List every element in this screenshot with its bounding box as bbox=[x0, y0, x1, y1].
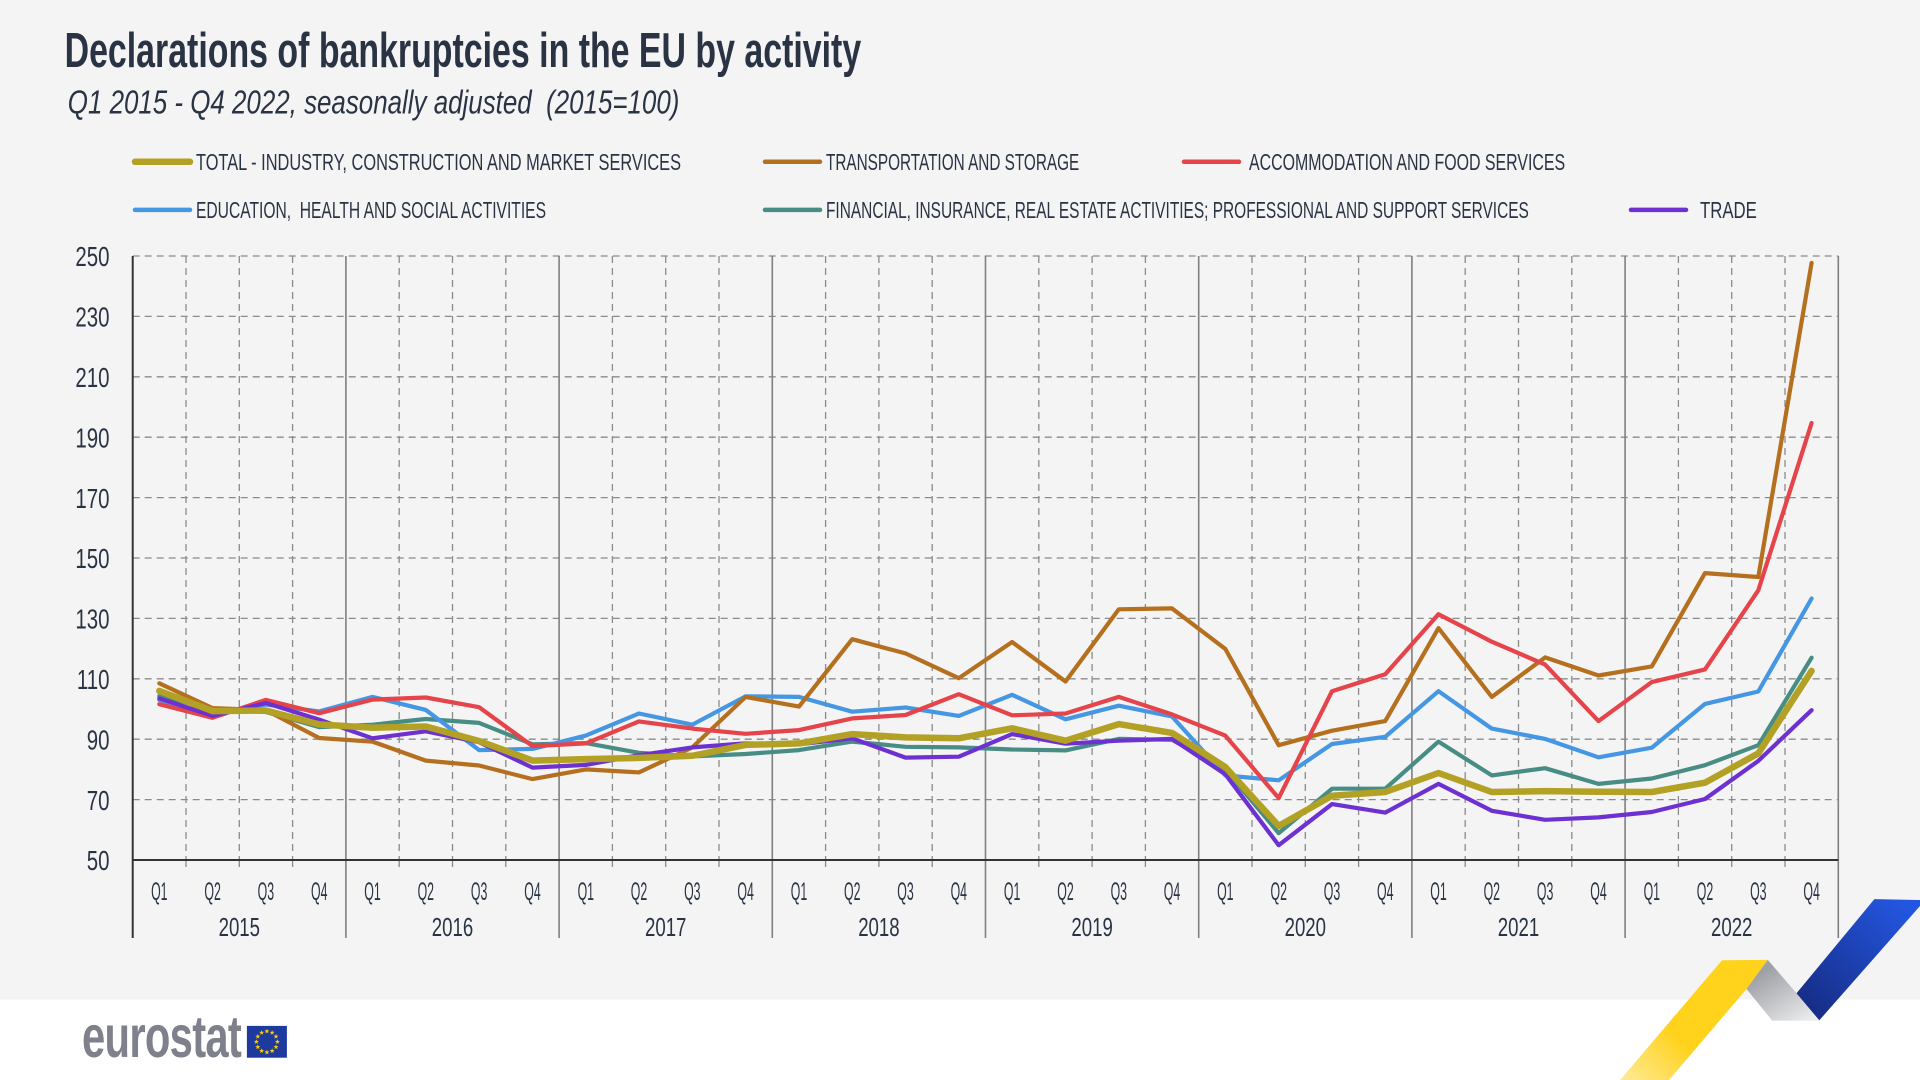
svg-text:TRANSPORTATION AND STORAGE: TRANSPORTATION AND STORAGE bbox=[826, 150, 1079, 176]
svg-text:Q3: Q3 bbox=[684, 878, 700, 906]
svg-text:2021: 2021 bbox=[1498, 913, 1539, 942]
svg-text:FINANCIAL, INSURANCE, REAL EST: FINANCIAL, INSURANCE, REAL ESTATE ACTIVI… bbox=[826, 198, 1529, 224]
svg-text:130: 130 bbox=[75, 605, 109, 636]
svg-text:2015: 2015 bbox=[219, 913, 260, 942]
svg-text:Q2: Q2 bbox=[1057, 878, 1073, 906]
svg-text:ACCOMMODATION AND FOOD SERVICE: ACCOMMODATION AND FOOD SERVICES bbox=[1249, 150, 1565, 176]
svg-text:Q1: Q1 bbox=[1004, 878, 1020, 906]
svg-text:Q2: Q2 bbox=[204, 878, 220, 906]
svg-text:2020: 2020 bbox=[1285, 913, 1326, 942]
svg-text:Q3: Q3 bbox=[1750, 878, 1766, 906]
svg-text:Q2: Q2 bbox=[1484, 878, 1500, 906]
svg-text:210: 210 bbox=[75, 363, 109, 394]
svg-text:Q3: Q3 bbox=[258, 878, 274, 906]
svg-text:Q3: Q3 bbox=[1111, 878, 1127, 906]
svg-text:Q4: Q4 bbox=[737, 878, 754, 906]
svg-text:150: 150 bbox=[75, 544, 109, 575]
svg-text:2019: 2019 bbox=[1071, 913, 1112, 942]
svg-text:Q4: Q4 bbox=[311, 878, 328, 906]
svg-text:250: 250 bbox=[75, 242, 109, 273]
svg-text:Q1: Q1 bbox=[1644, 878, 1660, 906]
svg-text:Q1: Q1 bbox=[791, 878, 807, 906]
svg-text:2018: 2018 bbox=[858, 913, 899, 942]
svg-text:90: 90 bbox=[87, 725, 110, 756]
svg-text:Q2: Q2 bbox=[844, 878, 860, 906]
svg-text:Q4: Q4 bbox=[1803, 878, 1820, 906]
svg-text:230: 230 bbox=[75, 303, 109, 334]
svg-text:Q3: Q3 bbox=[897, 878, 913, 906]
svg-text:170: 170 bbox=[75, 484, 109, 515]
svg-text:eurostat: eurostat bbox=[82, 1004, 242, 1070]
svg-text:Q4: Q4 bbox=[524, 878, 541, 906]
svg-text:Q1: Q1 bbox=[1430, 878, 1446, 906]
svg-text:Q3: Q3 bbox=[1324, 878, 1340, 906]
svg-text:190: 190 bbox=[75, 423, 109, 454]
svg-text:2016: 2016 bbox=[432, 913, 473, 942]
svg-text:Q4: Q4 bbox=[1590, 878, 1607, 906]
svg-text:Q1: Q1 bbox=[1217, 878, 1233, 906]
svg-text:Q2: Q2 bbox=[1697, 878, 1713, 906]
svg-text:TRADE: TRADE bbox=[1700, 199, 1757, 224]
svg-text:2022: 2022 bbox=[1711, 913, 1752, 942]
svg-text:Q3: Q3 bbox=[471, 878, 487, 906]
svg-text:110: 110 bbox=[77, 665, 110, 696]
svg-text:Q1: Q1 bbox=[578, 878, 594, 906]
svg-text:Q2: Q2 bbox=[631, 878, 647, 906]
svg-text:Q3: Q3 bbox=[1537, 878, 1553, 906]
svg-text:70: 70 bbox=[87, 786, 110, 817]
svg-text:2017: 2017 bbox=[645, 913, 686, 942]
svg-text:EDUCATION, HEALTH AND SOCIAL: EDUCATION, HEALTH AND SOCIAL ACTIVITIES bbox=[196, 198, 546, 224]
svg-text:Q4: Q4 bbox=[1377, 878, 1394, 906]
svg-text:TOTAL - INDUSTRY, CONSTRUCTION: TOTAL - INDUSTRY, CONSTRUCTION AND MARKE… bbox=[196, 151, 681, 176]
svg-text:Q1: Q1 bbox=[364, 878, 380, 906]
svg-text:Q4: Q4 bbox=[951, 878, 968, 906]
svg-text:Q1: Q1 bbox=[151, 878, 167, 906]
svg-text:Q1 2015 - Q4 2022, seasonally: Q1 2015 - Q4 2022, seasonally adjusted (… bbox=[68, 84, 680, 121]
svg-text:Q2: Q2 bbox=[418, 878, 434, 906]
svg-text:Q4: Q4 bbox=[1164, 878, 1181, 906]
svg-text:Declarations of bankruptcies i: Declarations of bankruptcies in the EU b… bbox=[65, 23, 862, 78]
svg-text:Q2: Q2 bbox=[1270, 878, 1286, 906]
svg-text:50: 50 bbox=[87, 846, 110, 877]
